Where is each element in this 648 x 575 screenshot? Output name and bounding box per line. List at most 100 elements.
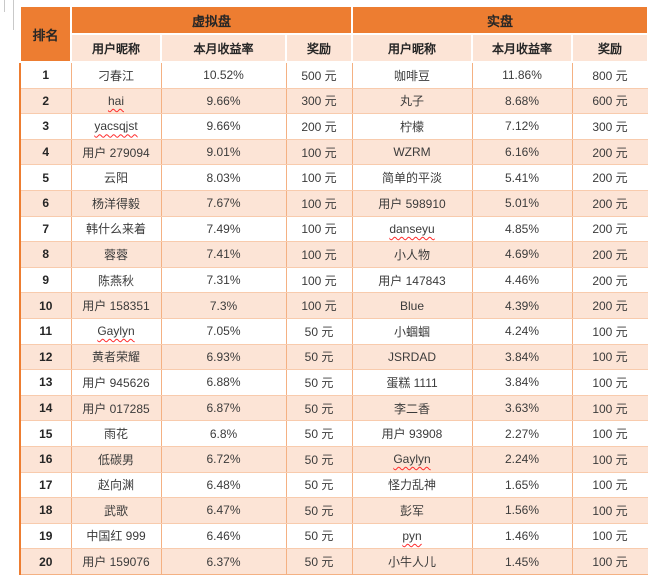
real-nickname: JSRDAD: [387, 349, 436, 364]
real-nickname: pyn: [402, 528, 422, 543]
virtual-nickname: 低碳男: [97, 452, 134, 467]
virtual-return-cell: 7.3%: [160, 292, 287, 319]
table-row: 2 hai 9.66% 300 元 丸子 8.68% 600 元: [19, 87, 648, 115]
real-nickname-cell: 咖啡豆: [351, 61, 473, 89]
real-reward-cell: 600 元: [571, 87, 648, 115]
table-body: 1 刁春江 10.52% 500 元 咖啡豆 11.86% 800 元 2 ha…: [19, 61, 648, 575]
virtual-return-cell: 6.48%: [160, 471, 287, 499]
real-return-cell: 4.69%: [471, 241, 573, 268]
real-return-cell: 3.63%: [471, 394, 573, 422]
real-reward-cell: 100 元: [571, 343, 648, 371]
virtual-nickname-cell: 蓉蓉: [70, 241, 162, 268]
real-return-cell: 4.24%: [471, 317, 573, 345]
real-nickname: WZRM: [393, 145, 431, 160]
virtual-nickname-cell: 雨花: [70, 420, 162, 447]
virtual-nickname: 蓉蓉: [103, 247, 128, 262]
table-row: 7 韩什么来着 7.49% 100 元 danseyu 4.85% 200 元: [19, 215, 648, 243]
real-reward-cell: 200 元: [571, 266, 648, 294]
real-nickname-cell: 小人物: [351, 241, 473, 268]
virtual-nickname: 用户 159076: [82, 555, 150, 570]
real-nickname: 彭军: [399, 503, 424, 518]
rank-cell: 6: [19, 189, 72, 217]
virtual-nickname: 用户 279094: [82, 145, 150, 160]
table-row: 12 黄者荣耀 6.93% 50 元 JSRDAD 3.84% 100 元: [19, 343, 648, 371]
table-header: 排名 虚拟盘 实盘 用户昵称 本月收益率 奖励 用户昵称 本月收益率 奖励: [19, 5, 648, 63]
virtual-reward-cell: 50 元: [285, 497, 353, 524]
real-nickname: 小人物: [393, 247, 430, 262]
virtual-return-cell: 7.67%: [160, 189, 287, 217]
virtual-reward-cell: 100 元: [285, 164, 353, 191]
real-nickname-cell: danseyu: [351, 215, 473, 243]
virtual-reward-cell: 50 元: [285, 548, 353, 575]
real-return-cell: 5.41%: [471, 164, 573, 191]
real-reward-cell: 300 元: [571, 113, 648, 140]
real-reward-cell: 200 元: [571, 164, 648, 191]
virtual-reward-cell: 100 元: [285, 266, 353, 294]
table-row: 9 陈燕秋 7.31% 100 元 用户 147843 4.46% 200 元: [19, 266, 648, 294]
rank-cell: 8: [19, 241, 72, 268]
virtual-nickname: yacsqjst: [94, 119, 138, 134]
real-reward-cell: 100 元: [571, 317, 648, 345]
table-row: 14 用户 017285 6.87% 50 元 李二香 3.63% 100 元: [19, 394, 648, 422]
table-row: 5 云阳 8.03% 100 元 简单的平淡 5.41% 200 元: [19, 164, 648, 191]
real-return-cell: 2.24%: [471, 445, 573, 473]
virtual-nickname-cell: Gaylyn: [70, 317, 162, 345]
real-nickname-cell: 蛋糕 1111: [351, 369, 473, 396]
virtual-return-cell: 6.47%: [160, 497, 287, 524]
virtual-nickname-cell: yacsqjst: [70, 113, 162, 140]
table-row: 3 yacsqjst 9.66% 200 元 柠檬 7.12% 300 元: [19, 113, 648, 140]
rank-cell: 17: [19, 471, 72, 499]
virtual-reward-cell: 500 元: [285, 61, 353, 89]
virtual-reward-cell: 50 元: [285, 445, 353, 473]
real-nickname-cell: 小蝈蝈: [351, 317, 473, 345]
rank-cell: 19: [19, 522, 72, 550]
virtual-nickname-cell: 中国红 999: [70, 522, 162, 550]
table-row: 10 用户 158351 7.3% 100 元 Blue 4.39% 200 元: [19, 292, 648, 319]
real-reward-cell: 200 元: [571, 138, 648, 166]
real-reward-cell: 100 元: [571, 497, 648, 524]
real-nickname: Gaylyn: [393, 452, 431, 467]
virtual-reward-cell: 100 元: [285, 189, 353, 217]
virtual-nickname-cell: 陈燕秋: [70, 266, 162, 294]
rank-cell: 13: [19, 369, 72, 396]
virtual-nickname: 雨花: [103, 427, 128, 442]
rank-cell: 20: [19, 548, 72, 575]
real-reward-cell: 100 元: [571, 445, 648, 473]
real-nickname: danseyu: [389, 221, 435, 236]
virtual-nickname-cell: hai: [70, 87, 162, 115]
virtual-return-cell: 6.46%: [160, 522, 287, 550]
real-nickname-cell: 彭军: [351, 497, 473, 524]
virtual-reward-cell: 100 元: [285, 241, 353, 268]
real-return-cell: 1.56%: [471, 497, 573, 524]
rank-cell: 15: [19, 420, 72, 447]
real-nickname-cell: 小牛人儿: [351, 548, 473, 575]
leaderboard-table: 排名 虚拟盘 实盘 用户昵称 本月收益率 奖励 用户昵称 本月收益率 奖励 1 …: [19, 5, 648, 575]
real-return-header: 本月收益率: [471, 33, 573, 63]
real-reward-header: 奖励: [570, 33, 648, 63]
real-return-cell: 4.85%: [471, 215, 573, 243]
virtual-nickname: hai: [107, 93, 124, 108]
rank-cell: 11: [19, 317, 72, 345]
virtual-nickname-header: 用户昵称: [70, 33, 162, 63]
virtual-nickname: 用户 945626: [82, 375, 150, 390]
virtual-nickname: 云阳: [103, 171, 128, 186]
virtual-return-cell: 6.88%: [160, 369, 287, 396]
rank-cell: 9: [19, 266, 72, 294]
real-reward-cell: 100 元: [571, 522, 648, 550]
real-nickname: 用户 598910: [378, 196, 446, 211]
virtual-nickname: 武歌: [103, 503, 128, 518]
real-return-cell: 4.46%: [471, 266, 573, 294]
table-row: 4 用户 279094 9.01% 100 元 WZRM 6.16% 200 元: [19, 138, 648, 166]
virtual-return-cell: 6.8%: [160, 420, 287, 447]
real-nickname: 简单的平淡: [381, 171, 442, 186]
virtual-nickname: 用户 158351: [82, 299, 150, 314]
virtual-reward-cell: 200 元: [285, 113, 353, 140]
real-nickname: 用户 93908: [381, 427, 443, 442]
gridline-artifact: [4, 0, 5, 12]
virtual-return-cell: 9.66%: [160, 113, 287, 140]
real-nickname-cell: pyn: [351, 522, 473, 550]
virtual-nickname-cell: 用户 158351: [70, 292, 162, 319]
virtual-reward-cell: 100 元: [285, 292, 353, 319]
real-return-cell: 6.16%: [471, 138, 573, 166]
rank-cell: 12: [19, 343, 72, 371]
